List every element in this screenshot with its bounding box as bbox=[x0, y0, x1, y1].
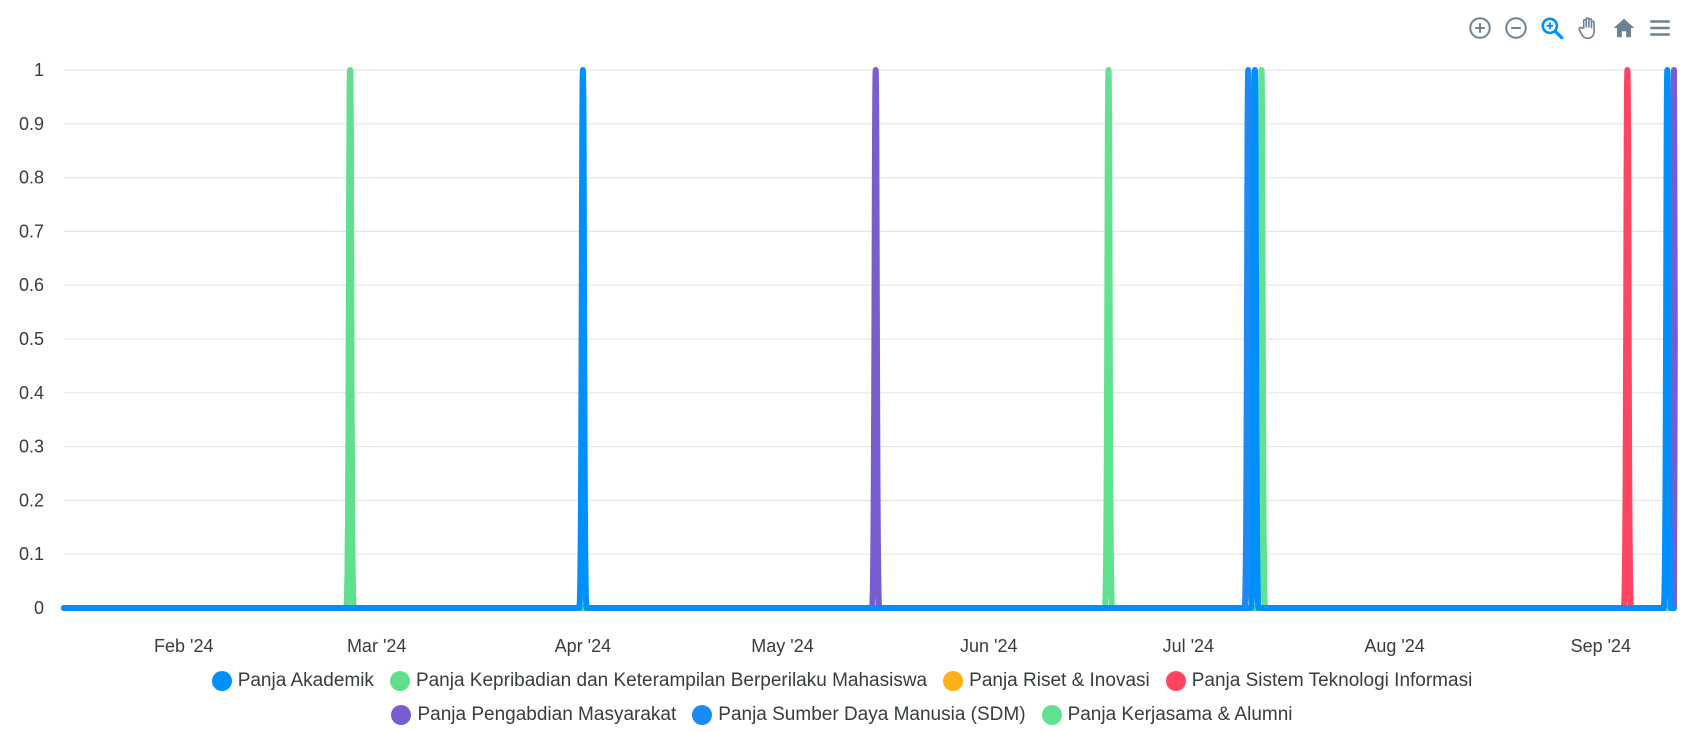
series-line-1[interactable] bbox=[61, 67, 1677, 611]
legend-label: Panja Riset & Inovasi bbox=[969, 670, 1150, 691]
legend-marker-icon bbox=[1041, 705, 1062, 725]
x-tick-label: Jul '24 bbox=[1163, 636, 1214, 656]
legend-marker-icon bbox=[692, 705, 713, 725]
x-tick-label: Feb '24 bbox=[154, 636, 213, 656]
pan-hand-icon bbox=[1578, 17, 1595, 40]
x-tick-label: May '24 bbox=[751, 636, 813, 656]
series-line-2[interactable] bbox=[61, 67, 1677, 611]
reset-zoom-button[interactable] bbox=[1610, 14, 1638, 42]
legend-marker-icon bbox=[389, 671, 410, 691]
legend-marker-icon bbox=[943, 671, 964, 691]
y-axis: 0 0.1 0.2 0.3 0.4 0.5 0.6 0.7 0.8 0.9 1 bbox=[19, 60, 44, 618]
y-tick-label: 0.3 bbox=[19, 437, 44, 457]
legend-label: Panja Sistem Teknologi Informasi bbox=[1191, 670, 1473, 691]
y-tick-label: 0.6 bbox=[19, 275, 44, 295]
x-tick-label: Apr '24 bbox=[555, 636, 611, 656]
legend-label: Panja Kepribadian dan Keterampilan Berpe… bbox=[415, 670, 928, 691]
zoom-in-icon bbox=[1469, 17, 1491, 39]
pan-button[interactable] bbox=[1574, 14, 1602, 42]
line-chart: 0 0.1 0.2 0.3 0.4 0.5 0.6 0.7 0.8 0.9 1 Feb '24 Mar… bbox=[19, 60, 1678, 656]
x-axis: Feb '24 Mar '24 Apr '24 May '24 Jun '24 Jul '… bbox=[154, 636, 1631, 656]
legend-marker-icon bbox=[391, 705, 412, 725]
menu-icon bbox=[1650, 20, 1670, 36]
series-line-4[interactable] bbox=[61, 67, 1677, 611]
x-tick-label: Mar '24 bbox=[347, 636, 406, 656]
chart-legend: Panja Akademik Panja Kepribadian dan Kete… bbox=[0, 664, 1684, 732]
y-tick-label: 0.5 bbox=[19, 329, 44, 349]
x-tick-label: Aug '24 bbox=[1364, 636, 1425, 656]
legend-label: Panja Sumber Daya Manusia (SDM) bbox=[718, 704, 1026, 725]
zoom-in-button[interactable] bbox=[1466, 14, 1494, 42]
x-tick-label: Jun '24 bbox=[960, 636, 1017, 656]
legend-row: Panja Akademik Panja Kepribadian dan Kete… bbox=[0, 664, 1684, 698]
y-tick-label: 1 bbox=[34, 60, 44, 80]
y-tick-label: 0 bbox=[34, 598, 44, 618]
reset-home-icon bbox=[1613, 18, 1635, 38]
selection-zoom-button[interactable] bbox=[1538, 14, 1566, 42]
selection-zoom-icon bbox=[1541, 17, 1564, 40]
y-tick-label: 0.4 bbox=[19, 383, 44, 403]
legend-item[interactable]: Panja Sistem Teknologi Informasi bbox=[1165, 670, 1473, 692]
grid-lines bbox=[64, 69, 1674, 609]
y-tick-label: 0.7 bbox=[19, 221, 44, 241]
y-tick-label: 0.9 bbox=[19, 114, 44, 134]
legend-label: Panja Akademik bbox=[237, 670, 374, 691]
zoom-out-icon bbox=[1505, 17, 1527, 39]
legend-item[interactable]: Panja Sumber Daya Manusia (SDM) bbox=[692, 704, 1026, 726]
legend-label: Panja Kerjasama & Alumni bbox=[1067, 704, 1293, 725]
legend-label: Panja Pengabdian Masyarakat bbox=[417, 704, 677, 725]
legend-marker-icon bbox=[1165, 671, 1186, 691]
legend-item[interactable]: Panja Riset & Inovasi bbox=[943, 670, 1150, 692]
legend-marker-icon bbox=[211, 671, 232, 691]
legend-item[interactable]: Panja Pengabdian Masyarakat bbox=[391, 704, 676, 726]
legend-item[interactable]: Panja Kepribadian dan Keterampilan Berpe… bbox=[389, 670, 928, 692]
zoom-out-button[interactable] bbox=[1502, 14, 1530, 42]
legend-row: Panja Pengabdian Masyarakat Panja Sumber … bbox=[0, 698, 1684, 732]
y-tick-label: 0.1 bbox=[19, 544, 44, 564]
chart-toolbar bbox=[1466, 14, 1674, 42]
series-layer bbox=[61, 67, 1678, 611]
y-tick-label: 0.2 bbox=[19, 490, 44, 510]
y-tick-label: 0.8 bbox=[19, 168, 44, 188]
legend-item[interactable]: Panja Kerjasama & Alumni bbox=[1041, 704, 1293, 726]
menu-button[interactable] bbox=[1646, 14, 1674, 42]
x-tick-label: Sep '24 bbox=[1571, 636, 1632, 656]
legend-item[interactable]: Panja Akademik bbox=[211, 670, 374, 692]
